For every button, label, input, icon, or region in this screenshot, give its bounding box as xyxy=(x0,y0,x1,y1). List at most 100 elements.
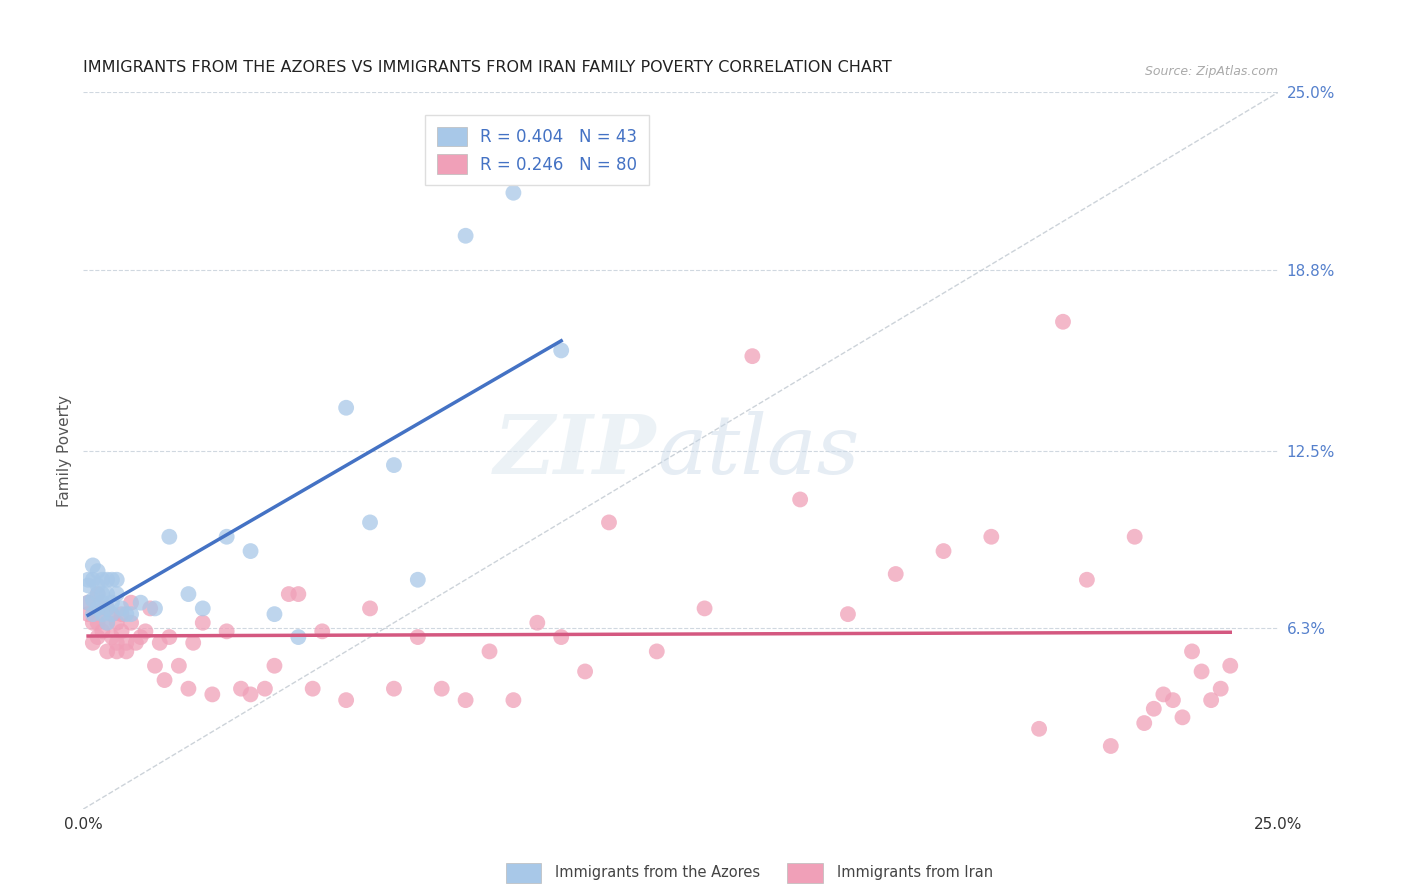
Immigrants from Iran xyxy=(191,615,214,630)
Immigrants from the Azores xyxy=(96,573,118,587)
Immigrants from Iran xyxy=(82,615,104,630)
Immigrants from Iran xyxy=(77,596,100,610)
Immigrants from Iran xyxy=(115,636,138,650)
Immigrants from Iran xyxy=(91,624,114,639)
Immigrants from the Azores xyxy=(110,601,132,615)
Immigrants from Iran xyxy=(181,636,204,650)
Immigrants from the Azores xyxy=(101,607,124,622)
Immigrants from the Azores xyxy=(91,573,114,587)
Immigrants from Iran xyxy=(215,624,238,639)
Immigrants from Iran xyxy=(1076,573,1098,587)
Immigrants from the Azores xyxy=(86,587,108,601)
Immigrants from Iran xyxy=(741,349,763,363)
Immigrants from Iran xyxy=(96,644,118,658)
Immigrants from the Azores xyxy=(86,601,108,615)
Immigrants from Iran xyxy=(1171,710,1194,724)
Immigrants from Iran xyxy=(1161,693,1184,707)
Text: atlas: atlas xyxy=(657,410,859,491)
Immigrants from the Azores xyxy=(502,186,524,200)
Immigrants from the Azores xyxy=(105,587,128,601)
Immigrants from Iran xyxy=(120,596,142,610)
Immigrants from Iran xyxy=(110,624,132,639)
Immigrants from the Azores xyxy=(215,530,238,544)
Immigrants from Iran xyxy=(277,587,299,601)
Immigrants from Iran xyxy=(110,607,132,622)
Legend: R = 0.404   N = 43, R = 0.246   N = 80: R = 0.404 N = 43, R = 0.246 N = 80 xyxy=(426,115,650,186)
Immigrants from Iran xyxy=(980,530,1002,544)
Immigrants from Iran xyxy=(837,607,859,622)
Immigrants from Iran xyxy=(149,636,172,650)
Immigrants from Iran xyxy=(1181,644,1204,658)
Immigrants from Iran xyxy=(77,607,100,622)
Immigrants from the Azores xyxy=(91,596,114,610)
Text: ZIP: ZIP xyxy=(494,410,657,491)
Immigrants from Iran xyxy=(884,567,907,582)
Immigrants from the Azores xyxy=(550,343,572,358)
Immigrants from the Azores xyxy=(101,573,124,587)
Immigrants from Iran xyxy=(1133,716,1156,731)
Immigrants from the Azores xyxy=(86,578,108,592)
Immigrants from Iran xyxy=(382,681,405,696)
Immigrants from Iran xyxy=(125,636,148,650)
Immigrants from the Azores xyxy=(177,587,200,601)
Immigrants from Iran xyxy=(239,687,262,701)
Immigrants from Iran xyxy=(1123,530,1146,544)
Immigrants from Iran xyxy=(430,681,453,696)
Immigrants from Iran xyxy=(167,658,190,673)
Y-axis label: Family Poverty: Family Poverty xyxy=(58,395,72,507)
Text: Immigrants from Iran: Immigrants from Iran xyxy=(837,865,993,880)
Immigrants from Iran xyxy=(645,644,668,658)
Immigrants from Iran xyxy=(105,615,128,630)
Immigrants from Iran xyxy=(139,601,162,615)
Immigrants from the Azores xyxy=(263,607,285,622)
Immigrants from the Azores xyxy=(96,601,118,615)
Immigrants from Iran xyxy=(526,615,548,630)
Immigrants from Iran xyxy=(478,644,501,658)
Immigrants from Iran xyxy=(550,630,572,644)
Immigrants from the Azores xyxy=(115,607,138,622)
Immigrants from Iran xyxy=(96,615,118,630)
Immigrants from Iran xyxy=(120,615,142,630)
Immigrants from the Azores xyxy=(96,615,118,630)
Immigrants from the Azores xyxy=(82,558,104,573)
Immigrants from Iran xyxy=(1143,702,1166,716)
Immigrants from Iran xyxy=(693,601,716,615)
Immigrants from Iran xyxy=(335,693,357,707)
Immigrants from the Azores xyxy=(105,573,128,587)
Immigrants from the Azores xyxy=(143,601,166,615)
Immigrants from Iran xyxy=(101,607,124,622)
Immigrants from Iran xyxy=(82,636,104,650)
Immigrants from the Azores xyxy=(406,573,429,587)
Immigrants from the Azores xyxy=(82,607,104,622)
Immigrants from Iran xyxy=(229,681,252,696)
Immigrants from the Azores xyxy=(91,587,114,601)
Immigrants from the Azores xyxy=(335,401,357,415)
Immigrants from Iran xyxy=(105,644,128,658)
Immigrants from Iran xyxy=(406,630,429,644)
Text: IMMIGRANTS FROM THE AZORES VS IMMIGRANTS FROM IRAN FAMILY POVERTY CORRELATION CH: IMMIGRANTS FROM THE AZORES VS IMMIGRANTS… xyxy=(83,60,891,75)
Immigrants from the Azores xyxy=(120,607,142,622)
Immigrants from Iran xyxy=(287,587,309,601)
Text: Immigrants from the Azores: Immigrants from the Azores xyxy=(555,865,761,880)
Immigrants from Iran xyxy=(1099,739,1122,753)
Immigrants from the Azores xyxy=(77,596,100,610)
Immigrants from Iran xyxy=(454,693,477,707)
Immigrants from Iran xyxy=(105,636,128,650)
Immigrants from Iran xyxy=(153,673,176,687)
Immigrants from the Azores xyxy=(239,544,262,558)
Immigrants from Iran xyxy=(201,687,224,701)
Immigrants from the Azores xyxy=(86,564,108,578)
Immigrants from Iran xyxy=(311,624,333,639)
Immigrants from the Azores xyxy=(101,596,124,610)
Immigrants from Iran xyxy=(134,624,156,639)
Immigrants from Iran xyxy=(1152,687,1174,701)
Immigrants from Iran xyxy=(91,601,114,615)
Immigrants from the Azores xyxy=(454,228,477,243)
Immigrants from Iran xyxy=(86,587,108,601)
Immigrants from the Azores xyxy=(129,596,152,610)
Immigrants from Iran xyxy=(101,630,124,644)
Immigrants from Iran xyxy=(1191,665,1213,679)
Immigrants from the Azores xyxy=(157,530,180,544)
Immigrants from the Azores xyxy=(77,573,100,587)
Immigrants from Iran xyxy=(598,516,620,530)
